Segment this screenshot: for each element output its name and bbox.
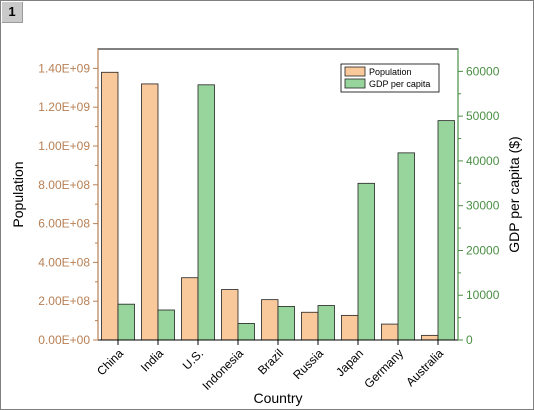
right-tick-label: 30000 [466,199,500,213]
gdp-bar [157,309,175,341]
population-bar [301,311,319,341]
x-tick-label: India [138,346,167,375]
legend-swatch [344,66,366,77]
population-bar [261,299,279,341]
layer-tab[interactable]: 1 [2,2,23,23]
population-bar [381,323,399,341]
x-tick-label: China [94,346,126,378]
gdp-bar [197,84,215,341]
left-tick-label: 1.00E+09 [38,139,90,153]
right-tick-label: 0 [466,333,473,347]
population-bar [221,289,239,341]
left-tick-label: 1.20E+09 [38,100,90,114]
x-tick-label: Indonesia [199,346,246,393]
population-bar [141,83,159,341]
left-tick-label: 1.40E+09 [38,61,90,75]
x-tick-label: Russia [290,346,326,382]
x-tick-label: Japan [333,346,366,379]
right-tick-label: 60000 [466,64,500,78]
gdp-bar [317,305,335,341]
right-tick-label: 20000 [466,243,500,257]
left-tick-label: 6.00E+08 [38,217,90,231]
x-tick-label: Australia [403,346,446,389]
legend-label: GDP per capita [369,79,430,89]
gdp-bar [117,303,135,341]
population-bar [101,71,119,341]
gdp-bar [277,306,295,341]
population-bar [181,277,199,341]
gdp-bar [237,323,255,341]
legend-label: Population [369,67,412,77]
gdp-bar [397,152,415,341]
left-tick-label: 2.00E+08 [38,294,90,308]
legend-swatch [344,78,366,89]
x-tick-label: U.S. [180,346,206,372]
gdp-bar [357,182,375,341]
right-tick-label: 50000 [466,109,500,123]
right-axis-title: GDP per capita ($) [506,136,522,252]
bars-group [101,71,455,341]
x-tick-label: Brazil [255,346,286,377]
right-tick-label: 40000 [466,154,500,168]
left-axis-title: Population [10,161,26,227]
x-tick-label: Germany [361,346,406,391]
right-tick-label: 10000 [466,288,500,302]
gdp-bar [437,120,455,341]
left-tick-label: 8.00E+08 [38,178,90,192]
legend: Population GDP per capita [340,63,440,93]
population-bar [421,334,439,341]
left-tick-label: 0.00E+00 [38,333,90,347]
left-tick-label: 4.00E+08 [38,255,90,269]
population-bar [341,314,359,341]
x-axis-title: Country [253,390,302,406]
